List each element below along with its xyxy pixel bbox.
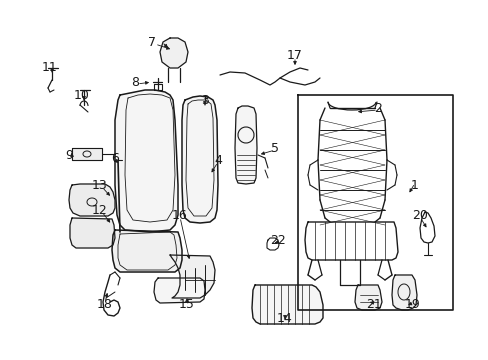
- Polygon shape: [235, 106, 257, 184]
- Polygon shape: [354, 285, 381, 310]
- Text: 19: 19: [404, 298, 420, 311]
- Text: 14: 14: [277, 311, 292, 324]
- Polygon shape: [170, 255, 215, 298]
- Polygon shape: [72, 148, 102, 160]
- Text: 2: 2: [373, 102, 381, 114]
- Text: 6: 6: [111, 152, 119, 165]
- Polygon shape: [70, 218, 115, 248]
- Text: 13: 13: [92, 179, 108, 192]
- Polygon shape: [69, 184, 115, 216]
- Text: 8: 8: [131, 76, 139, 89]
- Text: 16: 16: [172, 208, 187, 221]
- Text: 3: 3: [201, 94, 208, 107]
- Polygon shape: [112, 230, 182, 272]
- Polygon shape: [115, 90, 178, 232]
- Text: 12: 12: [92, 203, 108, 216]
- Text: 10: 10: [74, 89, 90, 102]
- Polygon shape: [154, 278, 204, 303]
- Polygon shape: [391, 275, 416, 310]
- Polygon shape: [160, 38, 187, 68]
- Text: 7: 7: [148, 36, 156, 49]
- Text: 20: 20: [411, 208, 427, 221]
- Polygon shape: [182, 96, 218, 223]
- Text: 5: 5: [270, 141, 279, 154]
- Text: 15: 15: [179, 298, 195, 311]
- Polygon shape: [251, 285, 323, 324]
- Text: 4: 4: [214, 153, 222, 166]
- Polygon shape: [297, 95, 452, 310]
- Text: 17: 17: [286, 49, 303, 62]
- Text: 11: 11: [42, 60, 58, 73]
- Text: 22: 22: [269, 234, 285, 247]
- Text: 1: 1: [410, 179, 418, 192]
- Text: 9: 9: [65, 149, 73, 162]
- Text: 21: 21: [366, 298, 381, 311]
- Text: 18: 18: [97, 298, 113, 311]
